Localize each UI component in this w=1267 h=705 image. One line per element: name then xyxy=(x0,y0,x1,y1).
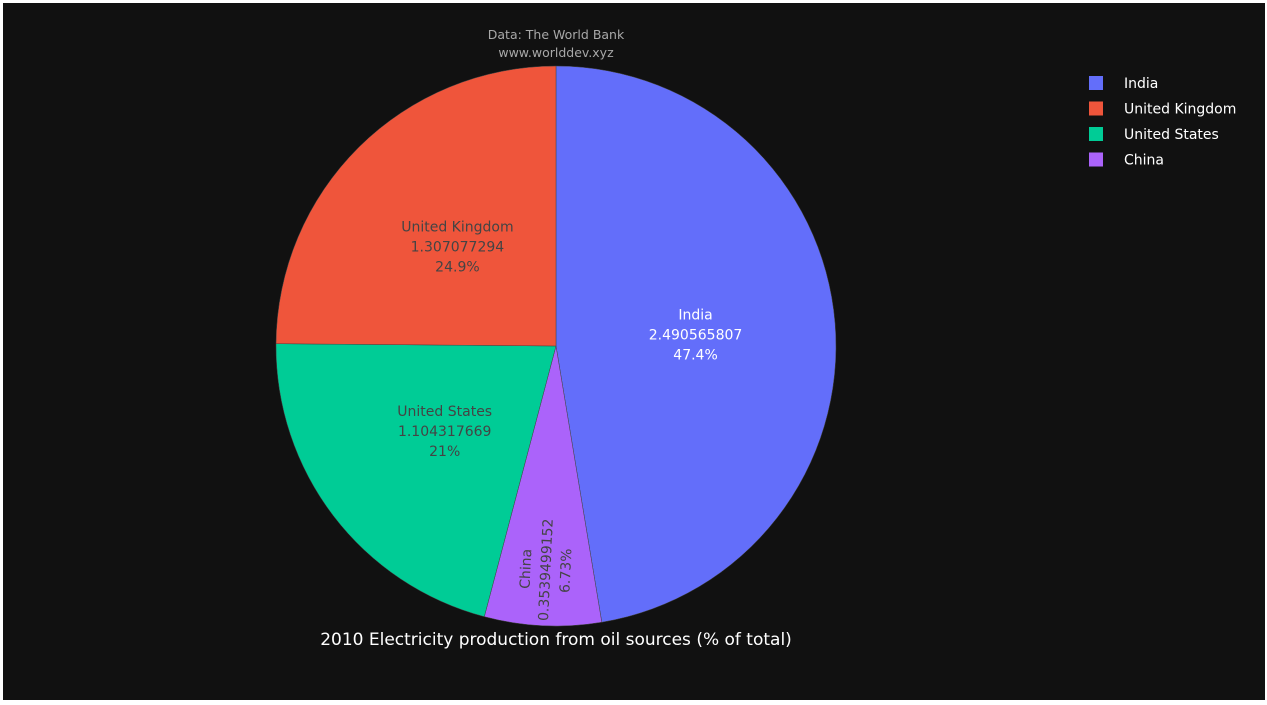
legend-swatch-china xyxy=(1089,152,1103,167)
pie-slice-united-kingdom[interactable] xyxy=(275,65,557,347)
slice-value-china: 0.3539499152 xyxy=(536,518,557,621)
slice-label-united-kingdom: United Kingdom 1.307077294 24.9% xyxy=(401,220,513,276)
slice-value-india: 2.490565807 xyxy=(649,328,743,344)
legend-item-india[interactable]: India xyxy=(1089,76,1158,92)
legend-item-united-states[interactable]: United States xyxy=(1089,127,1219,143)
slice-percent-united-kingdom: 24.9% xyxy=(435,260,479,276)
legend-swatch-india xyxy=(1089,76,1103,90)
legend: India United Kingdom United States China xyxy=(1089,76,1236,169)
slice-label-united-states: United States 1.104317669 21% xyxy=(397,404,492,460)
source-line-1: Data: The World Bank xyxy=(488,27,625,42)
slice-labels: India 2.490565807 47.4% China 0.3539499152 6.… xyxy=(397,220,743,622)
pie-slice-china[interactable] xyxy=(484,345,603,627)
slice-label-china: China xyxy=(517,548,535,589)
slice-percent-china: 6.73% xyxy=(557,548,575,593)
slice-label-united-kingdom: United Kingdom xyxy=(401,220,513,236)
slice-label-china: China 0.3539499152 6.73% xyxy=(517,518,575,621)
legend-label-united-kingdom: United Kingdom xyxy=(1124,102,1236,118)
slice-label-india: India xyxy=(678,308,712,324)
slice-percent-united-states: 21% xyxy=(429,444,460,460)
pie-slices xyxy=(275,65,837,627)
pie-slice-india[interactable] xyxy=(555,65,837,623)
slice-percent-india: 47.4% xyxy=(673,348,717,364)
slice-label-india: India 2.490565807 47.4% xyxy=(649,308,743,364)
pie-slice-united-states[interactable] xyxy=(275,343,557,617)
legend-item-united-kingdom[interactable]: United Kingdom xyxy=(1089,101,1236,118)
chart-frame: India 2.490565807 47.4% China 0.3539499152 6.… xyxy=(3,3,1265,700)
source-line-2: www.worlddev.xyz xyxy=(498,45,614,60)
legend-swatch-united-kingdom xyxy=(1089,101,1103,116)
legend-swatch-united-states xyxy=(1089,127,1103,141)
slice-label-united-states: United States xyxy=(397,404,492,420)
legend-label-india: India xyxy=(1124,76,1158,92)
legend-label-united-states: United States xyxy=(1124,127,1219,143)
legend-label-china: China xyxy=(1124,153,1164,169)
slice-value-united-kingdom: 1.307077294 xyxy=(411,240,505,256)
legend-item-china[interactable]: China xyxy=(1089,152,1164,169)
chart-title: 2010 Electricity production from oil sou… xyxy=(320,630,792,650)
slice-value-united-states: 1.104317669 xyxy=(398,424,492,440)
